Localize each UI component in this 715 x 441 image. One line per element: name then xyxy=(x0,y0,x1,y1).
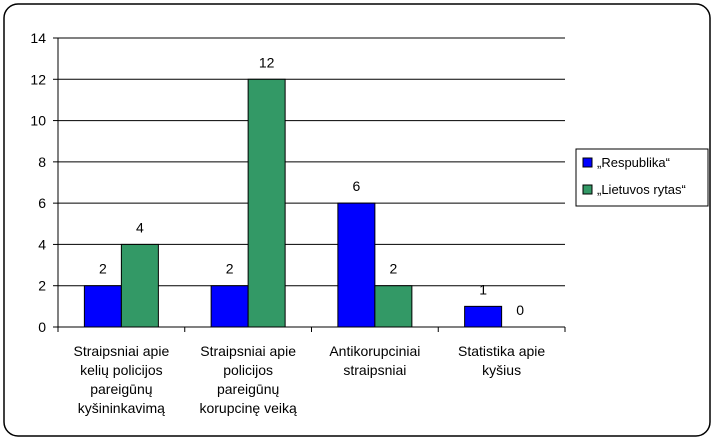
y-tick-label: 2 xyxy=(38,278,46,294)
data-label: 2 xyxy=(226,261,234,277)
data-label: 12 xyxy=(259,54,275,70)
bar xyxy=(374,285,413,328)
data-label: 1 xyxy=(479,281,487,297)
legend: „Respublika“ „Lietuvos rytas“ xyxy=(575,148,709,207)
bar xyxy=(464,305,503,328)
x-axis-ticks: Straipsniai apie kelių policijos pareigūnų… xyxy=(74,343,546,416)
y-axis-ticks: 0 2 4 6 8 10 12 14 xyxy=(30,30,46,335)
data-label: 2 xyxy=(99,261,107,277)
x-tick-label: Straipsniai apie policijos pareigūnų korupc… xyxy=(199,343,296,416)
x-tick-label: Statistika apie kyšius xyxy=(458,343,545,378)
legend-label: „Respublika“ xyxy=(597,155,670,170)
bar xyxy=(83,285,122,328)
y-tick-label: 14 xyxy=(30,30,46,46)
data-label: 0 xyxy=(516,302,524,318)
bar xyxy=(210,285,249,328)
bar xyxy=(247,78,286,328)
legend-label: „Lietuvos rytas“ xyxy=(597,182,686,197)
data-label: 6 xyxy=(352,178,360,194)
y-tick-label: 10 xyxy=(30,113,46,129)
legend-box xyxy=(575,148,709,207)
y-tick-label: 12 xyxy=(30,71,46,87)
bar xyxy=(337,202,376,328)
x-tick-label: Straipsniai apie kelių policijos pareigūnų… xyxy=(74,343,170,416)
data-label: 4 xyxy=(136,219,144,235)
y-tick-label: 6 xyxy=(38,195,46,211)
bars xyxy=(83,78,503,328)
data-label: 2 xyxy=(389,261,397,277)
y-tick-label: 8 xyxy=(38,154,46,170)
bar xyxy=(120,243,159,328)
y-tick-label: 4 xyxy=(38,236,46,252)
legend-swatch xyxy=(582,157,593,168)
legend-swatch xyxy=(582,184,593,195)
x-tick-label: Antikorupciniai straipsniai xyxy=(329,343,420,378)
y-tick-label: 0 xyxy=(38,319,46,335)
